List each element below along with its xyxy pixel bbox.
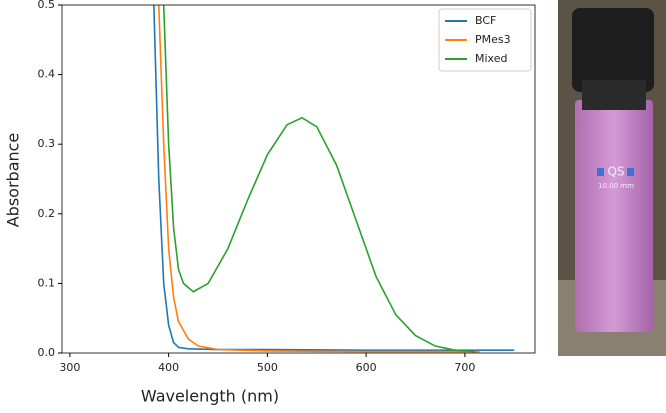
x-tick-label: 500 xyxy=(257,361,278,374)
y-tick-label: 0.3 xyxy=(38,137,56,150)
cap xyxy=(572,8,654,92)
legend-box xyxy=(438,8,532,72)
plot-area: 0.0 0.1 0.2 0.3 0.4 0.5 300 400 500 600 700 BCF PMes… xyxy=(38,0,536,374)
legend-label: PMes3 xyxy=(475,33,511,46)
cuvette-label: 10.00 mm xyxy=(598,182,634,190)
cuvette-label: QS xyxy=(607,165,624,179)
y-tick-label: 0.2 xyxy=(38,207,56,220)
x-tick-label: 700 xyxy=(454,361,475,374)
series-group xyxy=(153,5,515,353)
legend-label: BCF xyxy=(475,14,496,27)
y-tick-label: 0.5 xyxy=(38,0,56,11)
y-axis-label: Absorbance xyxy=(4,133,23,228)
series-line xyxy=(157,5,480,353)
x-tick-label: 600 xyxy=(356,361,377,374)
y-tick-label: 0.0 xyxy=(38,346,56,359)
label-square xyxy=(597,168,604,176)
axes-frame xyxy=(61,4,536,354)
cuvette xyxy=(575,100,653,332)
y-tick-label: 0.4 xyxy=(38,68,56,81)
label-square xyxy=(627,168,634,176)
y-tick-label: 0.1 xyxy=(38,276,56,289)
series-line xyxy=(162,5,475,353)
x-tick-label: 400 xyxy=(158,361,179,374)
legend-label: Mixed xyxy=(475,52,507,65)
photo: QS 10.00 mm xyxy=(558,0,666,356)
series-line xyxy=(153,5,515,352)
x-tick-label: 300 xyxy=(59,361,80,374)
x-axis-label: Wavelength (nm) xyxy=(141,387,279,406)
cap-neck xyxy=(582,80,646,110)
